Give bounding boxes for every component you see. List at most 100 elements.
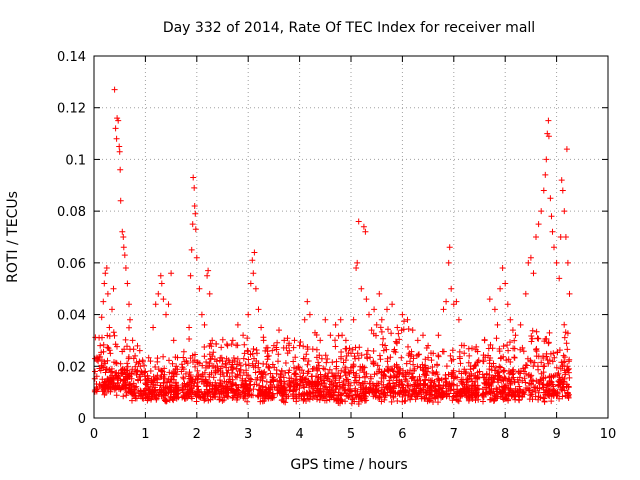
- data-point: [117, 166, 124, 173]
- data-point: [163, 384, 169, 391]
- data-point: [269, 374, 276, 381]
- y-tick-label: 0.12: [57, 102, 86, 117]
- data-point: [528, 381, 535, 388]
- data-point: [152, 301, 159, 308]
- data-point: [91, 388, 98, 395]
- data-point: [435, 332, 442, 339]
- data-point: [237, 366, 244, 373]
- data-point: [273, 346, 280, 353]
- data-point: [522, 364, 529, 371]
- data-point: [392, 349, 399, 356]
- data-point: [545, 360, 552, 367]
- data-point: [270, 342, 277, 349]
- data-point: [522, 290, 529, 297]
- data-point: [363, 370, 370, 377]
- data-point: [134, 376, 141, 383]
- data-point: [401, 318, 407, 325]
- data-point: [461, 350, 468, 357]
- data-point: [112, 125, 119, 132]
- data-point: [163, 397, 170, 404]
- data-point: [542, 171, 549, 178]
- data-point: [303, 375, 310, 382]
- data-point: [278, 368, 285, 375]
- data-point: [540, 187, 547, 194]
- data-point: [147, 368, 154, 374]
- data-point: [288, 375, 295, 382]
- data-point: [269, 361, 276, 368]
- data-point: [126, 324, 132, 331]
- data-point: [546, 357, 553, 364]
- data-point: [496, 348, 503, 355]
- data-point: [383, 346, 390, 353]
- data-point: [346, 370, 353, 377]
- data-point: [423, 372, 430, 379]
- data-point: [389, 367, 396, 374]
- data-point: [355, 355, 362, 362]
- data-point: [529, 335, 536, 342]
- data-point: [516, 389, 523, 396]
- data-point: [230, 390, 236, 397]
- data-point: [409, 327, 416, 334]
- data-point: [517, 321, 524, 328]
- data-point: [429, 377, 436, 384]
- data-point: [519, 377, 526, 384]
- data-point: [379, 341, 386, 348]
- data-point: [324, 356, 331, 362]
- data-point: [428, 383, 434, 390]
- data-point: [158, 280, 165, 287]
- data-point: [168, 270, 175, 277]
- x-tick-label: 2: [193, 427, 201, 442]
- data-point: [228, 386, 235, 393]
- data-point: [253, 358, 260, 364]
- data-point: [245, 311, 252, 318]
- data-point: [300, 343, 307, 350]
- data-point: [187, 387, 194, 394]
- data-point: [526, 387, 533, 394]
- data-point: [351, 353, 358, 360]
- data-point: [199, 391, 206, 398]
- data-point: [384, 306, 390, 313]
- data-point: [223, 341, 230, 348]
- data-point: [186, 336, 193, 342]
- data-point: [206, 371, 213, 378]
- data-point: [160, 296, 167, 303]
- data-point: [144, 372, 151, 379]
- data-point: [284, 335, 291, 342]
- data-point: [155, 290, 162, 297]
- data-point: [149, 389, 156, 396]
- data-point: [282, 360, 289, 366]
- data-point: [480, 352, 487, 359]
- data-point: [305, 368, 312, 375]
- data-point: [342, 398, 349, 405]
- data-point: [234, 321, 241, 328]
- data-point: [543, 156, 550, 163]
- data-point: [117, 370, 124, 377]
- data-point: [292, 370, 299, 377]
- data-point: [410, 373, 416, 380]
- data-point: [560, 380, 567, 387]
- data-point: [387, 373, 394, 380]
- x-tick-label: 3: [244, 427, 252, 442]
- data-point: [566, 290, 573, 297]
- data-point: [120, 377, 127, 383]
- data-point: [486, 375, 492, 382]
- data-point: [386, 377, 393, 384]
- data-point: [371, 306, 378, 313]
- data-point: [533, 377, 540, 384]
- data-point: [545, 387, 552, 394]
- data-point: [480, 398, 486, 405]
- data-point: [241, 390, 248, 397]
- data-point: [163, 311, 169, 318]
- data-point: [161, 365, 168, 372]
- data-point: [129, 337, 136, 344]
- data-point: [193, 383, 200, 390]
- data-point: [343, 345, 350, 352]
- data-point: [103, 366, 110, 372]
- data-point: [559, 363, 566, 370]
- data-point: [290, 344, 297, 351]
- data-point: [479, 371, 486, 378]
- data-point: [354, 259, 361, 266]
- y-axis-label: ROTI / TECUs: [5, 191, 21, 283]
- data-point: [322, 352, 329, 359]
- data-point: [405, 343, 411, 350]
